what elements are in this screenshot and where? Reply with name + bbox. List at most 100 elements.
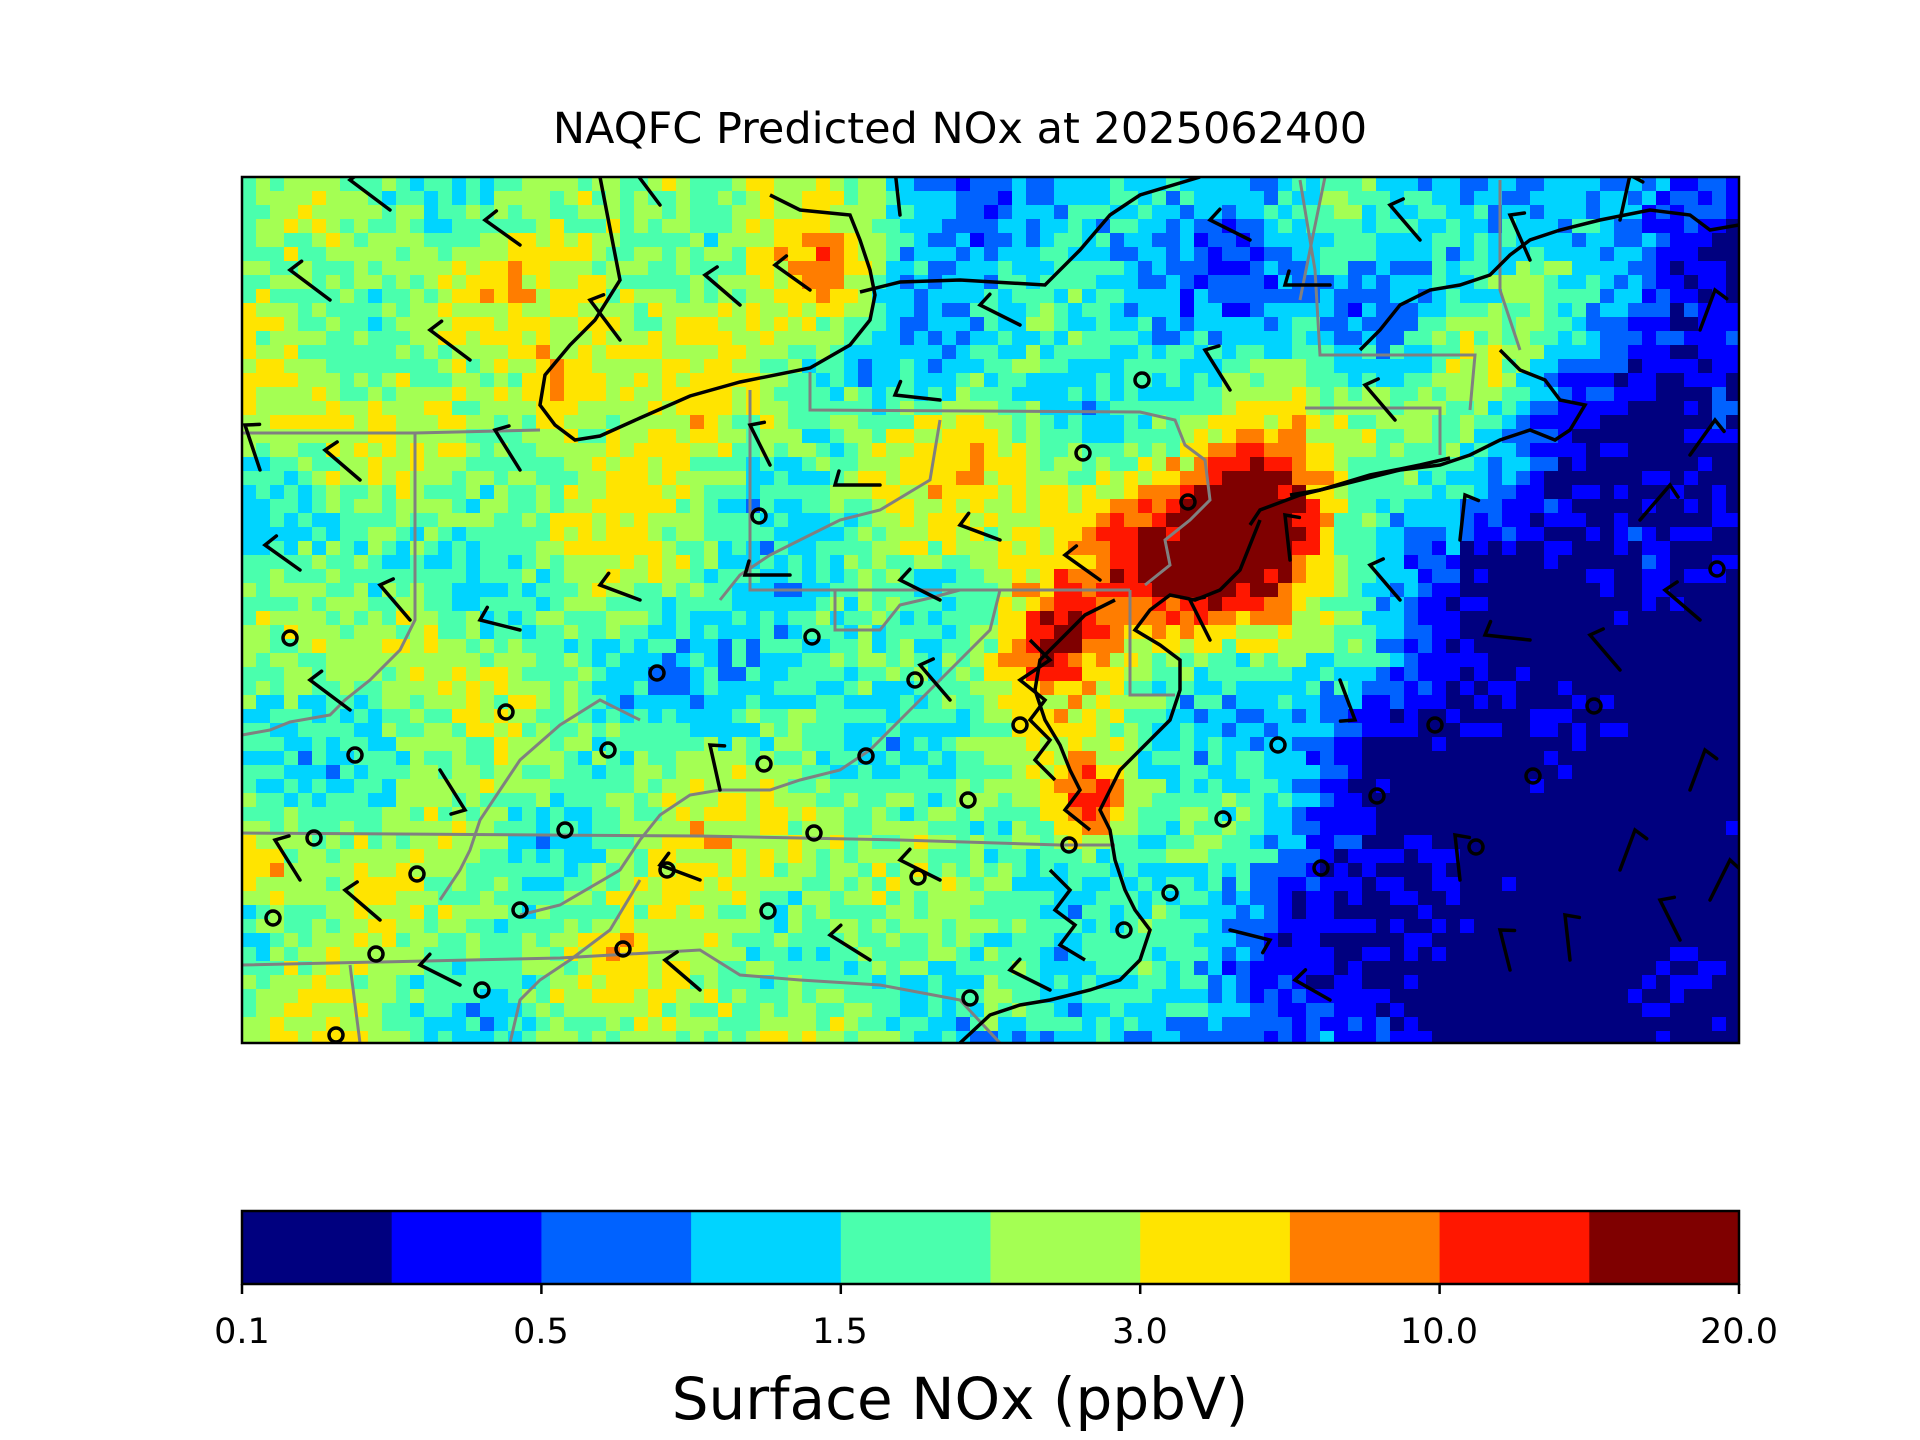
coast-line	[1358, 208, 1739, 352]
station-marker	[497, 703, 515, 721]
wind-barb	[597, 571, 642, 602]
wind-barb	[272, 834, 302, 882]
colorbar-tick-label: 0.1	[214, 1312, 270, 1352]
wind-barb	[377, 577, 412, 622]
wind-barb	[1618, 827, 1649, 872]
coast-line	[1289, 456, 1451, 497]
wind-barb	[1207, 207, 1252, 242]
wind-barb	[917, 657, 952, 702]
station-marker	[1115, 921, 1133, 939]
wind-barb	[1662, 580, 1702, 622]
wind-barb	[1338, 678, 1358, 723]
coast-line	[859, 177, 1201, 294]
station-marker	[1585, 697, 1603, 715]
station-marker	[1133, 371, 1151, 389]
wind-barb	[242, 422, 262, 472]
colorbar-segment	[1589, 1211, 1740, 1284]
station-marker	[959, 791, 977, 809]
station-marker	[1312, 859, 1330, 877]
station-marker	[346, 746, 364, 764]
border-line	[1498, 180, 1522, 351]
wind-barb	[342, 880, 382, 922]
wind-barb	[1292, 968, 1332, 1002]
wind-barb	[1688, 417, 1726, 457]
wind-barb	[1638, 482, 1680, 522]
station-marker	[961, 989, 979, 1007]
station-marker	[648, 664, 666, 682]
station-marker	[556, 821, 574, 839]
station-marker	[599, 741, 617, 759]
colorbar-tick-label: 3.0	[1112, 1312, 1168, 1352]
wind-barb	[492, 424, 522, 472]
wind-barb	[482, 209, 522, 247]
station-marker	[759, 902, 777, 920]
station-marker	[1708, 560, 1726, 578]
wind-barb	[1007, 957, 1052, 992]
wind-barb	[438, 768, 468, 816]
border-line	[242, 831, 1115, 847]
colorbar-segment	[1439, 1211, 1590, 1284]
wind-barb	[287, 259, 332, 302]
border-line	[519, 589, 1002, 917]
wind-barb	[977, 292, 1022, 327]
border-line	[348, 964, 362, 1043]
map-title: NAQFC Predicted NOx at 2025062400	[552, 104, 1368, 154]
coast-line	[1017, 638, 1057, 782]
wind-barb	[1698, 287, 1729, 332]
wind-barb	[702, 265, 742, 307]
colorbar-tick-label: 0.5	[513, 1312, 569, 1352]
wind-barb	[707, 743, 727, 792]
wind-barb	[1507, 211, 1532, 262]
coastline	[538, 177, 1739, 1043]
wind-barb	[1587, 627, 1622, 672]
map-frame	[240, 175, 1741, 1045]
state-borders	[242, 177, 1522, 1043]
station-marker	[755, 755, 773, 773]
wind-barb	[1228, 928, 1273, 955]
border-line	[748, 390, 1130, 592]
wind-barb	[1458, 492, 1481, 542]
station-markers	[264, 371, 1726, 1043]
border-line	[508, 879, 642, 1043]
colorbar-segment	[840, 1211, 992, 1284]
station-marker	[803, 628, 821, 646]
wind-barb	[587, 293, 622, 342]
station-marker	[511, 901, 529, 919]
station-marker	[658, 861, 676, 879]
station-marker	[1179, 493, 1197, 511]
colorbar-segment	[691, 1211, 842, 1284]
border-line	[1298, 179, 1477, 411]
wind-barb	[957, 511, 1002, 542]
coast-line	[958, 519, 1262, 1043]
colorbar-label: Surface NOx (ppbV)	[671, 1365, 1249, 1433]
station-marker	[909, 868, 927, 886]
wind-barb	[1563, 912, 1582, 962]
wind-barb	[1202, 344, 1232, 392]
colorbar-tick-label: 20.0	[1700, 1312, 1778, 1352]
wind-barb	[347, 177, 392, 212]
wind-barb	[892, 379, 942, 402]
wind-barb	[307, 669, 352, 712]
wind-barb	[1482, 619, 1532, 642]
colorbar-frame	[240, 1209, 1741, 1286]
station-marker	[1269, 736, 1287, 754]
wind-barb	[417, 952, 462, 987]
colorbar-tick-label: 1.5	[812, 1312, 868, 1352]
station-marker	[264, 909, 282, 927]
wind-barb	[477, 605, 522, 632]
station-marker	[1074, 444, 1092, 462]
wind-barbs	[242, 177, 1739, 1002]
station-marker	[750, 507, 768, 525]
wind-barb	[1362, 377, 1397, 422]
wind-barb	[1618, 177, 1645, 222]
station-marker	[1161, 884, 1179, 902]
colorbar-segment	[541, 1211, 692, 1284]
station-marker	[1214, 810, 1232, 828]
wind-barb	[1657, 895, 1682, 942]
station-marker	[805, 824, 823, 842]
station-marker	[857, 747, 875, 765]
colorbar-segment	[242, 1211, 393, 1284]
border-line	[242, 948, 1002, 1043]
wind-barb	[636, 177, 662, 207]
